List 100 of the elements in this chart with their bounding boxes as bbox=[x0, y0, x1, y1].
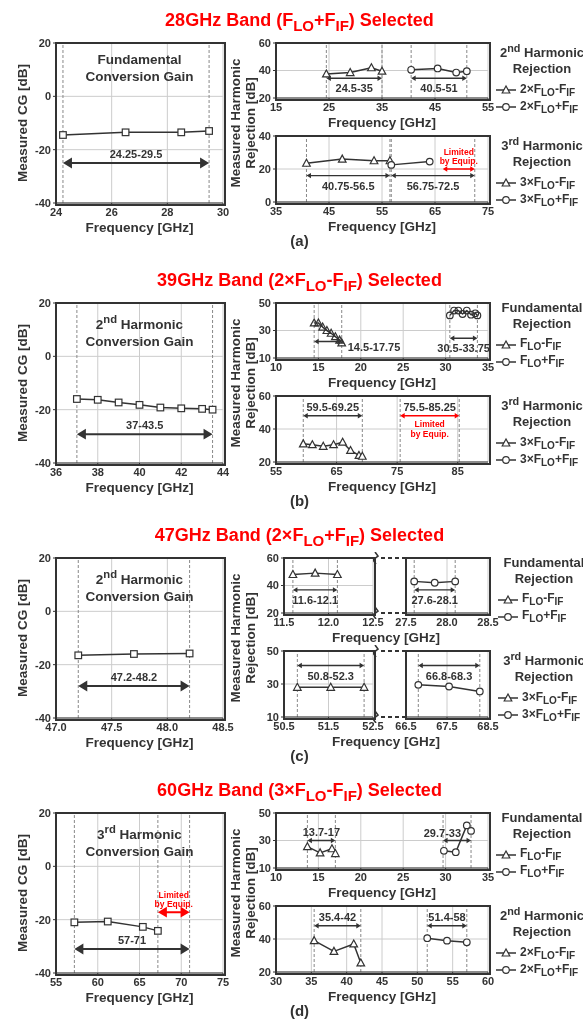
x-tick-label: 15 bbox=[269, 100, 283, 113]
y-axis-title: Measured CG [dB] bbox=[14, 578, 30, 699]
x-tick-label: 26 bbox=[105, 205, 118, 218]
x-axis-title: Frequency [GHz] bbox=[84, 735, 195, 750]
x-tick-label: 65 bbox=[133, 975, 146, 988]
y-tick-label: 10 bbox=[258, 861, 271, 874]
y-tick-label: 20 bbox=[38, 806, 51, 819]
y-axis-title: Measured CG [dB] bbox=[14, 323, 30, 444]
y-tick-label: -20 bbox=[35, 403, 51, 416]
annotation: 24.25-29.5 bbox=[109, 148, 163, 160]
x-tick-label: 25 bbox=[397, 360, 410, 373]
y-tick-label: -20 bbox=[35, 143, 51, 156]
text: 28GHz Band (F$_{LO}$+F$_{IF}$) Selected bbox=[164, 10, 435, 34]
y-tick-label: 20 bbox=[258, 91, 271, 104]
x-tick-label: 35 bbox=[375, 100, 389, 113]
x-axis-title: Frequency [GHz] bbox=[327, 989, 436, 1004]
annotation: 47.2-48.2 bbox=[110, 671, 158, 683]
annotation: 57-71 bbox=[117, 934, 147, 946]
y-tick-label: 0 bbox=[44, 605, 51, 618]
x-tick-label: 55 bbox=[269, 464, 283, 477]
y-tick-label: 0 bbox=[44, 860, 51, 873]
x-tick-label: 38 bbox=[91, 465, 104, 478]
annotation: 40.5-51 bbox=[420, 82, 458, 95]
y-tick-label: 20 bbox=[258, 965, 271, 978]
annotation: 37-43.5 bbox=[126, 419, 164, 432]
y-tick-label: 60 bbox=[266, 551, 279, 564]
x-tick-label: 30 bbox=[439, 360, 452, 373]
text: 60GHz Band (3×F$_{LO}$-F$_{IF}$) Selected bbox=[156, 780, 443, 804]
x-axis-title: Frequency [GHz] bbox=[327, 479, 436, 494]
x-tick-label: 75 bbox=[391, 464, 404, 477]
y-tick-label: 0 bbox=[264, 195, 271, 208]
x-tick-label: 28.5 bbox=[477, 615, 499, 628]
x-tick-label: 51.5 bbox=[317, 719, 340, 732]
y-tick-label: 10 bbox=[266, 710, 279, 723]
x-axis-title: Frequency [GHz] bbox=[331, 734, 440, 749]
legend-label: F$_{LO}$+F$_{IF}$ bbox=[522, 608, 567, 625]
annotation: 29.7-33 bbox=[423, 826, 462, 839]
annotation: 2$^{nd}$ Harmonic Conversion Gain bbox=[84, 312, 195, 350]
legend-title: 3$^{rd}$ Harmonic Rejection bbox=[500, 134, 583, 171]
y-tick-label: 30 bbox=[258, 834, 271, 847]
y-tick-label: 20 bbox=[266, 606, 279, 619]
legend-title: Fundamental Rejection bbox=[500, 300, 583, 332]
y-tick-label: 60 bbox=[258, 389, 271, 402]
annotation: 30.5-33.75 bbox=[437, 342, 490, 355]
text: 3×F$_{LO}$-F$_{IF}$ bbox=[522, 689, 578, 707]
y-axis-title: Measured CG [dB] bbox=[14, 833, 30, 954]
annotation: Fundamental Conversion Gain bbox=[84, 51, 195, 85]
x-tick-label: 75 bbox=[481, 204, 495, 217]
x-tick-label: 15 bbox=[312, 870, 325, 883]
y-tick-label: -40 bbox=[35, 196, 51, 209]
x-tick-label: 27.5 bbox=[395, 615, 417, 628]
y-tick-label: 0 bbox=[44, 350, 51, 363]
x-tick-label: 55 bbox=[375, 204, 389, 217]
x-tick-label: 48.5 bbox=[212, 720, 234, 733]
legend-title: 2$^{nd}$ Harmonic Rejection bbox=[498, 904, 583, 941]
x-axis-title: Frequency [GHz] bbox=[327, 115, 437, 130]
y-tick-label: 50 bbox=[266, 644, 279, 657]
x-axis-title: Frequency [GHz] bbox=[84, 480, 195, 495]
legend-label: F$_{LO}$-F$_{IF}$ bbox=[520, 846, 562, 863]
legend-label: 2×F$_{LO}$+F$_{IF}$ bbox=[520, 961, 579, 979]
legend-label: F$_{LO}$-F$_{IF}$ bbox=[522, 591, 564, 608]
annotation: 59.5-69.25 bbox=[306, 400, 360, 413]
legend-title: Fundamental Rejection bbox=[500, 810, 583, 842]
x-tick-label: 48.0 bbox=[156, 720, 179, 733]
legend-label: F$_{LO}$+F$_{IF}$ bbox=[520, 863, 565, 880]
annotation: 56.75-72.5 bbox=[406, 179, 460, 192]
x-tick-label: 25 bbox=[397, 870, 410, 883]
legend-label: 2×F$_{LO}$-F$_{IF}$ bbox=[520, 944, 576, 962]
x-tick-label: 36 bbox=[49, 465, 63, 478]
x-tick-label: 70 bbox=[175, 975, 188, 988]
y-tick-label: -40 bbox=[35, 711, 51, 724]
legend-label: 3×F$_{LO}$+F$_{IF}$ bbox=[520, 451, 579, 469]
annotation: 24.5-35 bbox=[335, 82, 373, 95]
annotation: 75.5-85.25 bbox=[403, 400, 456, 413]
x-tick-label: 35 bbox=[481, 360, 495, 373]
annotation: 35.4-42 bbox=[318, 910, 357, 923]
text: (c) bbox=[290, 747, 309, 764]
text: 47GHz Band (2×F$_{LO}$+F$_{IF}$) Selected bbox=[153, 525, 446, 549]
legend-label: F$_{LO}$+F$_{IF}$ bbox=[520, 353, 565, 370]
legend-label: 2×F$_{LO}$-F$_{IF}$ bbox=[520, 81, 576, 99]
y-tick-label: 20 bbox=[38, 36, 51, 49]
annotation: 40.75-56.5 bbox=[321, 179, 375, 192]
x-tick-label: 28 bbox=[161, 205, 174, 218]
x-tick-label: 30 bbox=[439, 870, 452, 883]
y-tick-label: -20 bbox=[35, 658, 51, 671]
x-tick-label: 15 bbox=[312, 360, 325, 373]
x-tick-label: 30 bbox=[216, 205, 230, 218]
annotation: 2$^{nd}$ Harmonic Conversion Gain bbox=[84, 567, 195, 605]
y-tick-label: 40 bbox=[266, 579, 279, 592]
y-tick-label: 50 bbox=[258, 806, 271, 819]
y-tick-label: 20 bbox=[38, 296, 51, 309]
annotation: 66.8-68.3 bbox=[425, 669, 473, 682]
annotation: Limited by Equip. bbox=[154, 889, 193, 910]
x-tick-label: 24 bbox=[49, 205, 63, 218]
x-tick-label: 66.5 bbox=[395, 719, 417, 732]
x-tick-label: 60 bbox=[91, 975, 104, 988]
x-axis-title: Frequency [GHz] bbox=[327, 219, 436, 234]
x-tick-label: 45 bbox=[428, 100, 442, 113]
x-tick-label: 55 bbox=[446, 974, 459, 987]
x-tick-label: 50 bbox=[411, 974, 424, 987]
